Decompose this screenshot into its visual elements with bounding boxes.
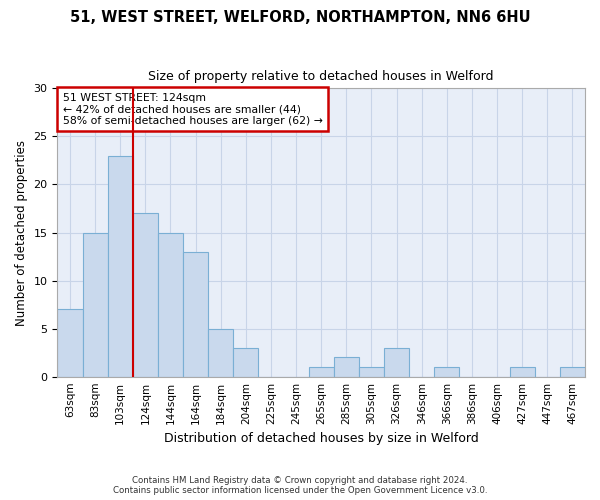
- Bar: [183, 252, 208, 376]
- Bar: [308, 367, 334, 376]
- Bar: [158, 232, 183, 376]
- Text: 51 WEST STREET: 124sqm
← 42% of detached houses are smaller (44)
58% of semi-det: 51 WEST STREET: 124sqm ← 42% of detached…: [62, 92, 323, 126]
- Title: Size of property relative to detached houses in Welford: Size of property relative to detached ho…: [148, 70, 494, 83]
- Bar: [208, 328, 233, 376]
- Bar: [434, 367, 460, 376]
- Bar: [509, 367, 535, 376]
- Bar: [359, 367, 384, 376]
- Y-axis label: Number of detached properties: Number of detached properties: [15, 140, 28, 326]
- Text: Contains HM Land Registry data © Crown copyright and database right 2024.
Contai: Contains HM Land Registry data © Crown c…: [113, 476, 487, 495]
- Bar: [233, 348, 259, 376]
- Bar: [133, 214, 158, 376]
- Bar: [107, 156, 133, 376]
- Bar: [58, 310, 83, 376]
- Bar: [83, 232, 107, 376]
- Bar: [334, 358, 359, 376]
- X-axis label: Distribution of detached houses by size in Welford: Distribution of detached houses by size …: [164, 432, 479, 445]
- Bar: [384, 348, 409, 376]
- Text: 51, WEST STREET, WELFORD, NORTHAMPTON, NN6 6HU: 51, WEST STREET, WELFORD, NORTHAMPTON, N…: [70, 10, 530, 25]
- Bar: [560, 367, 585, 376]
